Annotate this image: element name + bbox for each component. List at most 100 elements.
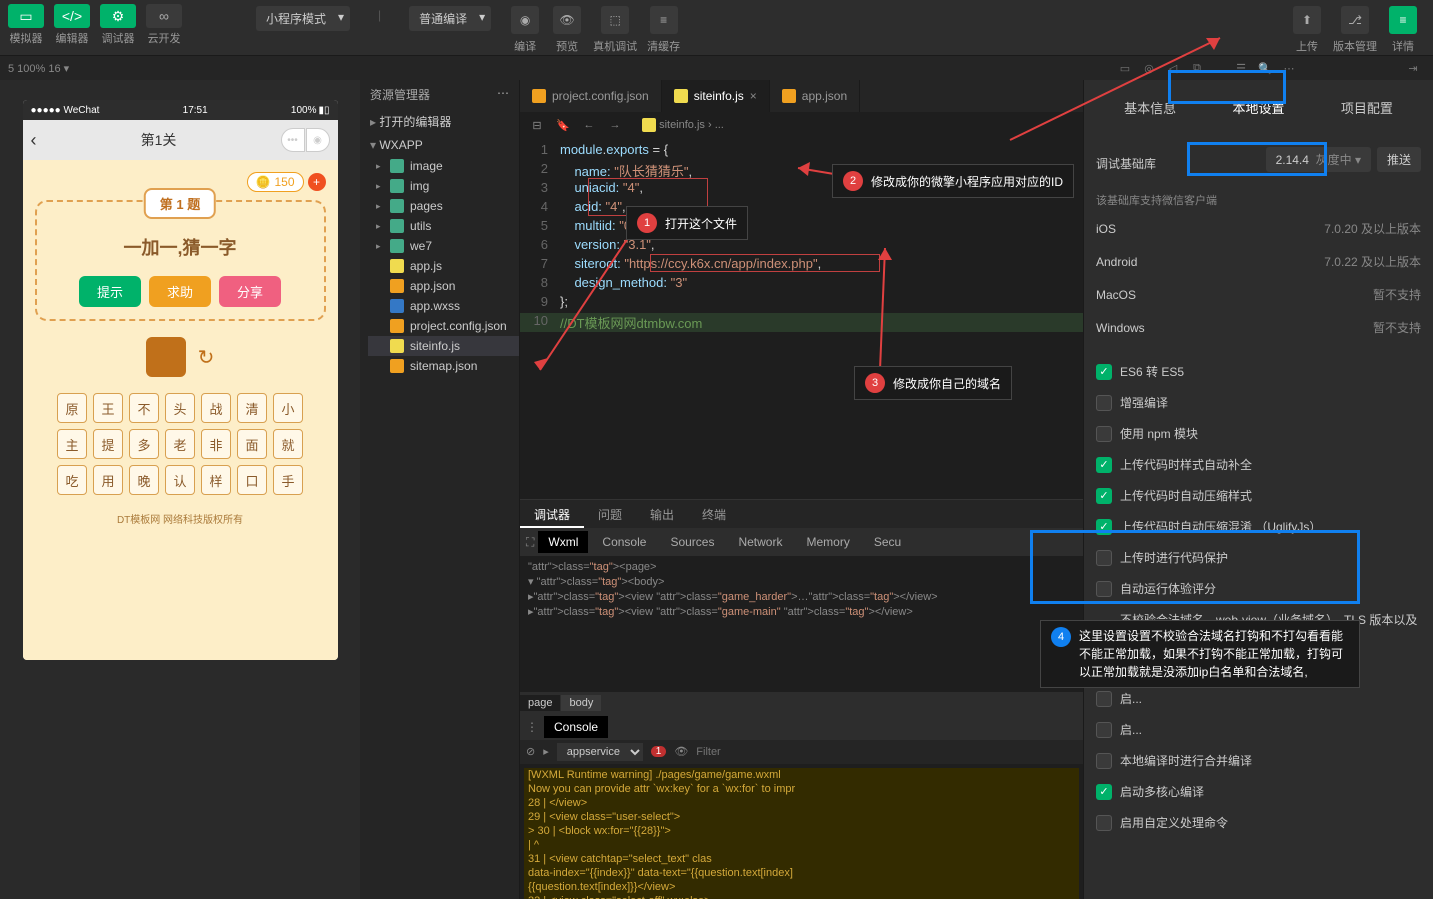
cloud-btn[interactable]: ∞ [146,4,182,28]
devtools-tab[interactable]: Console [592,531,656,553]
mute-icon[interactable]: ◁ [1161,58,1185,78]
char-btn[interactable]: 老 [165,429,195,459]
char-btn[interactable]: 清 [237,393,267,423]
tab-basic-info[interactable]: 基本信息 [1114,92,1186,123]
char-btn[interactable]: 原 [57,393,87,423]
coin-add-btn[interactable]: + [308,173,326,191]
char-btn[interactable]: 晚 [129,465,159,495]
version-select[interactable]: 2.14.4 灰度中 ▾ [1266,147,1371,172]
back-nav-icon[interactable]: ← [580,119,598,131]
checkbox-row[interactable]: 启... [1096,714,1421,745]
devtools-tab[interactable]: Sources [660,531,724,553]
tab-project-config[interactable]: 项目配置 [1331,92,1403,123]
devtools-tab[interactable]: Wxml [538,531,588,553]
char-btn[interactable]: 面 [237,429,267,459]
devtools-tab[interactable]: Network [728,531,792,553]
section-open-editors[interactable]: 打开的编辑器 [360,109,519,134]
tree-item[interactable]: app.js [368,256,519,276]
collapse-icon[interactable]: ⊟ [528,119,546,132]
char-btn[interactable]: 王 [93,393,123,423]
checkbox-row[interactable]: 启动多核心编译 [1096,776,1421,807]
split-icon[interactable]: ⧉ [1185,58,1209,78]
char-btn[interactable]: 口 [237,465,267,495]
editor-btn[interactable]: </> [54,4,90,28]
clear-icon[interactable]: ⊘ [526,745,535,758]
coin-pill[interactable]: 🪙150 [247,172,304,192]
checkbox-row[interactable]: ES6 转 ES5 [1096,356,1421,387]
menu-icon[interactable]: ☰ [1229,58,1253,78]
remote-btn[interactable]: ⬚ [601,6,629,34]
tree-item[interactable]: project.config.json [368,316,519,336]
editor-tab[interactable]: siteinfo.js× [662,80,770,112]
cache-btn[interactable]: ≡ [650,6,678,34]
char-btn[interactable]: 小 [273,393,303,423]
answer-slot[interactable] [146,337,186,377]
char-btn[interactable]: 战 [201,393,231,423]
char-btn[interactable]: 主 [57,429,87,459]
indent-icon[interactable]: ⇥ [1401,58,1425,78]
device-icon[interactable]: ▭ [1113,58,1137,78]
wxml-pane[interactable]: "attr">class="tag"><page>▾ "attr">class=… [520,556,1083,692]
console-body[interactable]: [WXML Runtime warning] ./pages/game/game… [520,764,1083,899]
devtools-tab[interactable]: Memory [796,531,859,553]
explorer-more-icon[interactable]: ⋯ [497,86,509,103]
inspect-icon[interactable]: ⛶ [526,535,534,550]
dbg-tab[interactable]: 问题 [584,500,636,528]
checkbox-row[interactable]: 增强编译 [1096,387,1421,418]
char-btn[interactable]: 不 [129,393,159,423]
bookmark-icon[interactable]: 🔖 [554,119,572,132]
char-btn[interactable]: 非 [201,429,231,459]
checkbox-row[interactable]: 使用 npm 模块 [1096,418,1421,449]
capsule[interactable]: •••◉ [281,128,330,152]
scope-select[interactable]: appservice [557,743,643,761]
editor-tab[interactable]: app.json [770,80,860,112]
simulator-btn[interactable]: ▭ [8,4,44,28]
fwd-nav-icon[interactable]: → [606,119,624,131]
console-menu-icon[interactable]: ⋮ [526,720,538,734]
checkbox-row[interactable]: 上传时进行代码保护 [1096,542,1421,573]
hint-btn[interactable]: 提示 [79,276,141,307]
compile-btn[interactable]: ◉ [511,6,539,34]
debugger-btn[interactable]: ⚙ [100,4,136,28]
help-btn[interactable]: 求助 [149,276,211,307]
tree-item[interactable]: app.wxss [368,296,519,316]
tree-item[interactable]: pages [368,196,519,216]
dbg-tab[interactable]: 调试器 [520,500,584,528]
breadcrumb-body[interactable]: body [561,695,601,711]
editor-tab[interactable]: project.config.json [520,80,662,112]
upload-btn[interactable]: ⬆ [1293,6,1321,34]
char-btn[interactable]: 就 [273,429,303,459]
console-tab[interactable]: Console [544,716,608,738]
tree-item[interactable]: utils [368,216,519,236]
record-icon[interactable]: ◎ [1137,58,1161,78]
char-btn[interactable]: 吃 [57,465,87,495]
char-btn[interactable]: 提 [93,429,123,459]
version-btn[interactable]: ⎇ [1341,6,1369,34]
tree-item[interactable]: img [368,176,519,196]
char-btn[interactable]: 多 [129,429,159,459]
mode-select[interactable]: 小程序模式 [256,6,350,31]
char-btn[interactable]: 认 [165,465,195,495]
char-btn[interactable]: 用 [93,465,123,495]
char-btn[interactable]: 样 [201,465,231,495]
share-btn[interactable]: 分享 [219,276,281,307]
checkbox-row[interactable]: 上传代码时自动压缩样式 [1096,480,1421,511]
tree-item[interactable]: sitemap.json [368,356,519,376]
search-icon[interactable]: 🔍 [1253,58,1277,78]
tree-item[interactable]: siteinfo.js [368,336,519,356]
detail-btn[interactable]: ≡ [1389,6,1417,34]
checkbox-row[interactable]: 上传代码时样式自动补全 [1096,449,1421,480]
char-btn[interactable]: 手 [273,465,303,495]
tree-item[interactable]: image [368,156,519,176]
checkbox-row[interactable]: 启用自定义处理命令 [1096,807,1421,838]
breadcrumb-page[interactable]: page [520,695,560,711]
dbg-tab[interactable]: 输出 [636,500,688,528]
section-wxapp[interactable]: WXAPP [360,134,519,156]
more-icon[interactable]: ⋯ [1277,58,1301,78]
dbg-tab[interactable]: 终端 [688,500,740,528]
push-btn[interactable]: 推送 [1377,147,1421,172]
char-btn[interactable]: 头 [165,393,195,423]
tab-local-settings[interactable]: 本地设置 [1222,92,1294,123]
tree-item[interactable]: app.json [368,276,519,296]
eye-icon[interactable]: 👁 [674,745,688,758]
